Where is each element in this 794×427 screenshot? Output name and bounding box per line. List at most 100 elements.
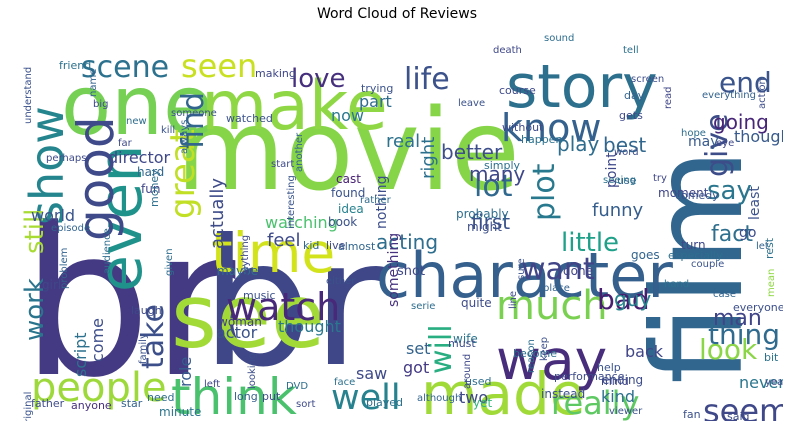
word-around: around: [462, 354, 473, 389]
word-day: day: [624, 89, 645, 102]
word-sort: sort: [296, 399, 315, 410]
word-course: course: [499, 84, 536, 97]
word-start: start: [271, 159, 294, 170]
word-ending: ending: [602, 373, 643, 387]
word-made: made: [421, 360, 586, 421]
word-although: although: [417, 393, 461, 404]
word-bad: bad: [597, 283, 650, 316]
word-audience: audience: [102, 228, 113, 274]
word-girl: girl: [42, 278, 61, 292]
word-see: see: [171, 265, 325, 368]
word-music: music: [243, 289, 276, 302]
word-perhaps: perhaps: [46, 153, 86, 164]
word-much: much: [496, 283, 608, 329]
word-nothing: nothing: [374, 176, 390, 229]
word-wife: wife: [453, 332, 478, 346]
word-eye: eye: [716, 138, 734, 149]
word-line: line: [508, 291, 519, 309]
word-watching: watching: [265, 213, 338, 232]
word-acting: acting: [376, 230, 438, 254]
word-moment: moment: [658, 186, 709, 200]
word-performance: performance: [554, 370, 625, 383]
word-found: found: [331, 186, 365, 200]
word-least: least: [747, 186, 763, 220]
word-try: try: [653, 173, 667, 184]
word-mind: mind: [601, 375, 629, 388]
word-almost: almost: [338, 240, 376, 253]
word-think: think: [171, 368, 297, 421]
word-someone: someone: [171, 108, 217, 119]
word-simply: simply: [484, 159, 521, 172]
word-interesting: interesting: [286, 175, 297, 229]
word-watch: watch: [226, 285, 340, 329]
word-end: end: [719, 66, 772, 99]
word-seen: seen: [181, 47, 257, 85]
word-put: put: [262, 390, 281, 403]
word-rather: rather: [360, 195, 392, 206]
word-guy: guy: [614, 287, 651, 311]
word-action: action: [757, 78, 768, 109]
word-one: one: [61, 59, 214, 154]
word-show: show: [20, 106, 74, 225]
word-watched: watched: [226, 112, 273, 125]
word-book: book: [328, 215, 357, 229]
word-director: director: [108, 148, 171, 167]
word-another: another: [294, 132, 305, 172]
word-find: find: [176, 92, 211, 149]
word-come: come: [88, 318, 107, 362]
word-people: people: [31, 365, 167, 411]
word-time: time: [211, 221, 335, 285]
word-story: story: [506, 52, 658, 122]
word-sound: sound: [544, 33, 574, 44]
word-character: character: [376, 239, 673, 312]
word-love: love: [291, 64, 346, 94]
word-right: right: [418, 137, 439, 179]
word-place: place: [543, 283, 570, 294]
word-family: family: [138, 333, 149, 364]
word-actually: actually: [207, 178, 228, 249]
word-man: man: [713, 306, 762, 331]
word-face: face: [334, 377, 355, 388]
word-instead: instead: [541, 387, 585, 401]
word-screen: screen: [631, 74, 664, 85]
word-film: film: [626, 149, 771, 384]
word-must: must: [448, 337, 476, 350]
word-movie: movie: [176, 86, 520, 216]
word-either: either: [326, 276, 356, 287]
word-star: star: [121, 397, 143, 410]
word-fan: fan: [683, 408, 701, 421]
word-point: point: [604, 152, 620, 188]
word-maybe: maybe: [217, 264, 258, 278]
word-work: work: [20, 278, 50, 341]
word-scene: scene: [81, 50, 169, 85]
word-episode: episode: [51, 223, 90, 234]
word-especially: especially: [668, 249, 723, 262]
word-look: look: [699, 333, 758, 366]
word-great: great: [163, 129, 203, 219]
word-script: script: [71, 332, 90, 377]
word-big: big: [93, 99, 108, 110]
word-never: never: [739, 373, 783, 392]
word-real: real: [386, 131, 420, 152]
word-good: good: [67, 116, 125, 241]
word-tell: tell: [623, 45, 639, 56]
word-fact: fact: [711, 222, 753, 247]
word-minute: minute: [159, 405, 201, 419]
word-understand: understand: [23, 67, 34, 124]
word-live: live: [326, 239, 346, 252]
word-reason: reason: [526, 339, 537, 373]
word-feel: feel: [267, 230, 301, 251]
word-looking: looking: [247, 353, 258, 389]
word-br: br: [21, 185, 236, 421]
word-go: go: [739, 225, 756, 241]
word-year: year: [765, 377, 783, 388]
word-better: better: [441, 140, 503, 164]
word-played: played: [366, 396, 403, 409]
word-br: br: [201, 203, 384, 406]
word-got: got: [403, 358, 429, 377]
word-sure: sure: [516, 258, 527, 280]
word-best: best: [603, 133, 646, 157]
word-case: case: [713, 289, 736, 300]
word-many: many: [469, 162, 525, 186]
word-far: far: [118, 138, 133, 149]
